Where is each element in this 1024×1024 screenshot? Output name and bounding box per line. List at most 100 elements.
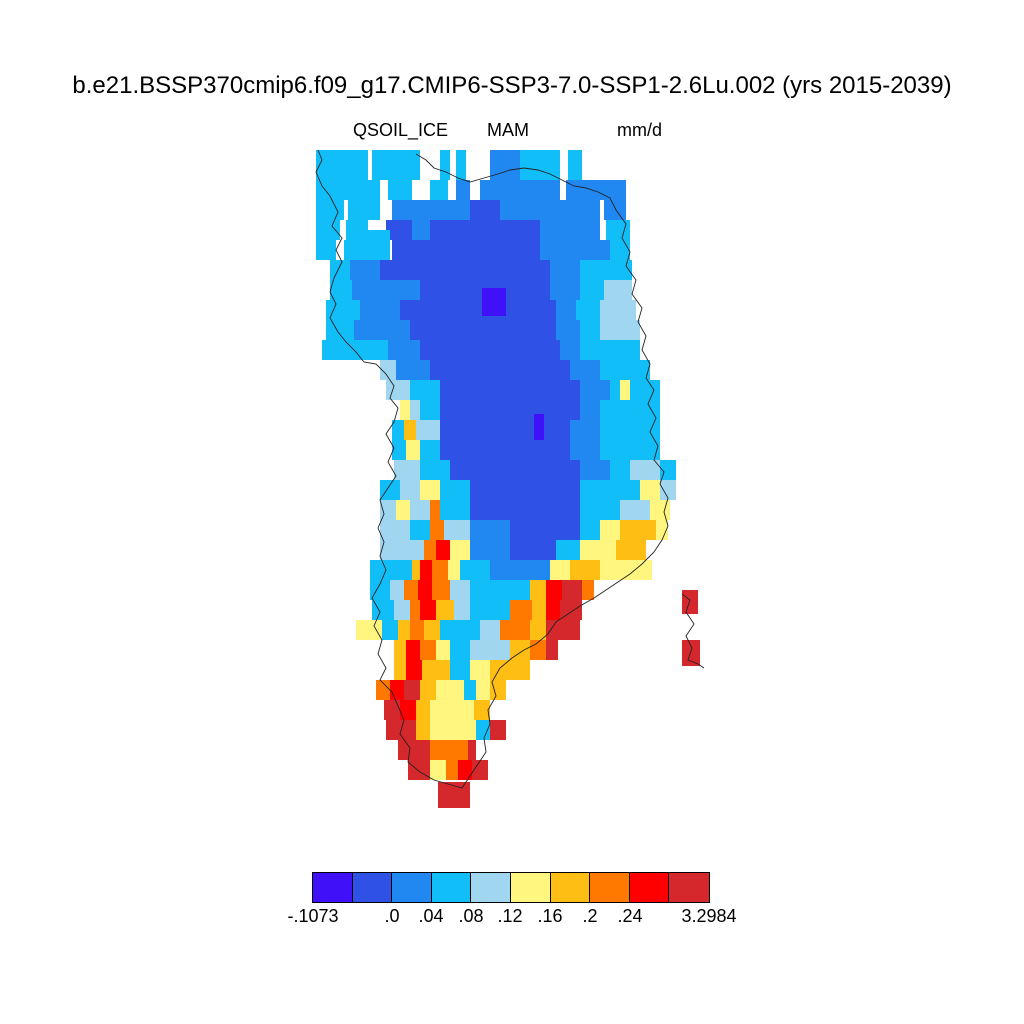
grid-cell <box>400 400 410 420</box>
grid-cell <box>570 240 610 260</box>
grid-cell <box>620 500 650 520</box>
grid-cell <box>436 540 450 560</box>
grid-cell <box>620 360 650 380</box>
grid-cell <box>316 200 344 220</box>
grid-cell <box>436 600 454 620</box>
grid-cell <box>580 280 604 300</box>
grid-cell <box>350 260 380 280</box>
grid-cell <box>580 500 620 520</box>
grid-cell <box>410 380 440 400</box>
grid-cell <box>420 400 440 420</box>
grid-cell <box>386 720 400 740</box>
grid-cell <box>338 150 368 180</box>
grid-cell <box>620 380 630 400</box>
grid-cell <box>430 220 460 240</box>
grid-cell <box>550 260 580 280</box>
grid-cell <box>430 500 440 520</box>
grid-cell <box>480 180 560 200</box>
grid-cell <box>562 580 582 600</box>
colorbar-swatch <box>313 873 353 902</box>
grid-cell <box>410 320 460 340</box>
grid-cell <box>570 440 600 460</box>
grid-cell <box>490 640 510 660</box>
grid-cell <box>400 300 470 320</box>
grid-cell <box>568 150 582 180</box>
grid-cell <box>540 220 560 240</box>
grid-cell <box>354 320 410 340</box>
grid-cell <box>352 280 380 300</box>
grid-cell <box>510 540 556 560</box>
grid-cell <box>380 480 400 500</box>
grid-cell <box>430 520 444 540</box>
grid-cell <box>580 540 616 560</box>
grid-cell <box>534 414 544 440</box>
grid-cell <box>380 520 410 540</box>
grid-cell <box>406 640 420 660</box>
grid-cell <box>456 180 470 200</box>
grid-cell <box>348 200 380 220</box>
grid-cell <box>600 480 640 500</box>
grid-cell <box>430 180 448 200</box>
grid-cell <box>490 560 550 580</box>
grid-cell <box>470 500 580 520</box>
colorbar-swatch <box>630 873 670 902</box>
grid-cell <box>456 150 466 180</box>
grid-cell <box>476 680 490 700</box>
grid-cell <box>500 200 540 220</box>
grid-cell <box>460 240 540 260</box>
colorbar-swatch <box>392 873 432 902</box>
grid-cell <box>580 380 610 400</box>
grid-cell <box>600 420 630 440</box>
grid-cell <box>600 360 620 380</box>
grid-cell <box>570 420 600 440</box>
colorbar-swatch <box>511 873 551 902</box>
colorbar-swatch <box>669 873 709 902</box>
grid-cell <box>580 460 610 480</box>
grid-cell <box>560 340 580 360</box>
grid-cell <box>560 220 600 240</box>
grid-cell <box>430 260 550 280</box>
grid-cell <box>556 540 580 560</box>
grid-cell <box>344 240 362 260</box>
grid-cell <box>450 540 470 560</box>
grid-cell <box>582 580 594 600</box>
grid-cell <box>410 600 420 620</box>
colorbar-tick-label: -.1073 <box>287 906 338 927</box>
grid-cell <box>600 400 640 420</box>
grid-cell <box>412 560 420 580</box>
colorbar-swatch <box>353 873 393 902</box>
grid-cell <box>440 620 460 640</box>
grid-cell <box>470 580 500 600</box>
grid-cell <box>546 620 560 640</box>
grid-cell <box>460 560 490 580</box>
grid-cell <box>450 580 470 600</box>
grid-cell <box>460 320 556 340</box>
grid-cell <box>460 700 474 720</box>
grid-cell <box>420 640 436 660</box>
grid-cell <box>392 240 420 260</box>
grid-cell <box>620 520 656 540</box>
colorbar-tick-label: .16 <box>537 906 562 927</box>
grid-cell <box>430 760 446 780</box>
grid-cell <box>430 700 460 720</box>
grid-cell <box>420 560 432 580</box>
grid-cell <box>372 150 420 180</box>
grid-cell <box>480 620 500 640</box>
grid-cell <box>440 440 570 460</box>
grid-cell <box>570 560 600 580</box>
grid-cell <box>446 760 458 780</box>
grid-cell <box>392 200 440 220</box>
grid-cell <box>470 600 490 620</box>
grid-cell <box>394 640 406 660</box>
grid-cell <box>604 200 626 220</box>
grid-cell <box>430 740 456 760</box>
colorbar-swatch <box>432 873 472 902</box>
grid-cell <box>540 200 600 220</box>
grid-cell <box>404 420 416 440</box>
grid-cell <box>440 150 450 180</box>
grid-cell <box>470 660 490 680</box>
colorbar-tick-label: .24 <box>617 906 642 927</box>
grid-cell <box>316 220 340 240</box>
grid-cell <box>490 150 520 180</box>
grid-cell <box>556 300 576 320</box>
